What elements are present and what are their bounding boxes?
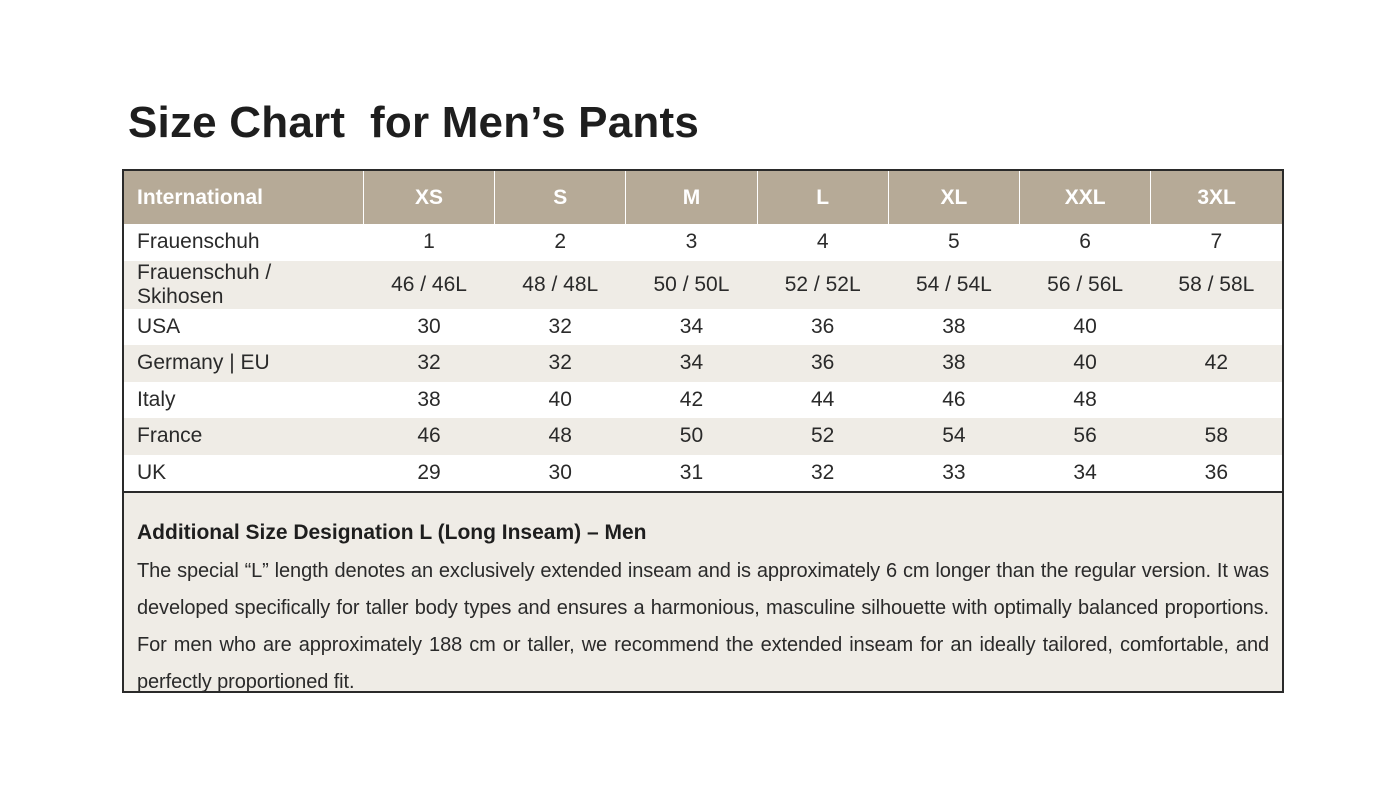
size-cell: 40 [1019, 345, 1151, 382]
table-row: USA 30 32 34 36 38 40 [124, 309, 1282, 346]
size-cell: 1 [423, 230, 435, 254]
row-label: France [124, 418, 364, 455]
size-cell: 32 [757, 454, 889, 493]
size-cell: 36 [810, 314, 835, 338]
size-cell: 5 [948, 230, 960, 254]
size-cell: 4 [816, 230, 829, 254]
size-cell: 38 [417, 387, 441, 411]
size-cell: 29 [363, 454, 495, 493]
header-cell-size: L [756, 171, 889, 224]
long-inseam-note: Additional Size Designation L (Long Inse… [124, 493, 1282, 693]
size-cell: 46 / 46L [363, 260, 495, 309]
size-cell: 30 [494, 454, 626, 493]
size-cell: 6 [1079, 230, 1091, 254]
table-row: Italy 38 40 42 44 46 48 [124, 382, 1282, 419]
size-cell: 42 [1150, 345, 1282, 382]
size-cell: 36 [757, 345, 889, 382]
header-cell-size: XXL [1018, 171, 1151, 224]
size-cell: 33 [888, 454, 1020, 493]
size-cell: 2 [554, 230, 567, 254]
table-row: Frauenschuh 1 2 3 4 5 6 7 [124, 224, 1282, 261]
header-cell-size: M [625, 171, 758, 224]
page-title: Size Chart for Men’s Pants [128, 98, 699, 147]
size-cell: 58 / 58L [1150, 260, 1282, 309]
size-cell: 38 [942, 314, 966, 338]
row-label: USA [137, 314, 181, 338]
size-cell: 54 [888, 418, 1020, 455]
row-label: Germany | EU [124, 345, 364, 382]
row-label: Frauenschuh / Skihosen [124, 260, 364, 309]
header-cell-international: International [124, 171, 364, 224]
note-heading: Additional Size Designation L (Long Inse… [137, 521, 647, 544]
size-cell: 48 [494, 418, 626, 455]
size-cell: 42 [679, 387, 704, 411]
size-cell: 34 [1019, 454, 1151, 493]
row-label: Frauenschuh [137, 230, 260, 254]
size-cell: 31 [625, 454, 758, 493]
table-row: Germany | EU 32 32 34 36 38 40 42 [124, 345, 1282, 382]
table-row: France 46 48 50 52 54 56 58 [124, 418, 1282, 455]
header-cell-size: S [494, 171, 626, 224]
size-cell: 34 [679, 314, 704, 338]
note-text: The special “L” length denotes an exclus… [137, 560, 1269, 693]
size-cell: 30 [417, 314, 441, 338]
header-cell-size: XS [362, 171, 495, 224]
size-chart: International XS S M L XL XXL 3XL Frauenschuh 1 2… [122, 169, 1284, 693]
size-cell: 50 / 50L [625, 260, 758, 309]
size-table: International XS S M L XL XXL 3XL Frauenschuh 1 2… [124, 171, 1282, 493]
size-cell: 54 / 54L [888, 260, 1020, 309]
size-cell: 32 [363, 345, 495, 382]
header-cell-size: 3XL [1150, 171, 1282, 224]
size-cell: 48 / 48L [494, 260, 626, 309]
size-cell: 44 [810, 387, 835, 411]
size-cell: 56 / 56L [1019, 260, 1151, 309]
size-cell: 46 [942, 387, 966, 411]
size-cell: 38 [888, 345, 1020, 382]
size-cell: 52 [757, 418, 889, 455]
size-cell: 32 [548, 314, 572, 338]
row-label: UK [124, 454, 364, 493]
row-label: Italy [137, 387, 176, 411]
size-cell: 56 [1019, 418, 1151, 455]
size-cell: 32 [494, 345, 626, 382]
size-cell: 58 [1150, 418, 1282, 455]
size-cell: 40 [548, 387, 572, 411]
size-cell: 3 [685, 230, 698, 254]
table-row: Frauenschuh / Skihosen 46 / 46L 48 / 48L 50… [124, 260, 1282, 309]
size-cell: 7 [1210, 230, 1223, 254]
size-cell [1151, 309, 1282, 346]
size-cell: 34 [625, 345, 758, 382]
size-cell: 36 [1150, 454, 1282, 493]
size-cell: 48 [1073, 387, 1097, 411]
size-cell: 50 [625, 418, 758, 455]
size-cell: 40 [1073, 314, 1097, 338]
size-cell: 46 [363, 418, 495, 455]
size-cell: 52 / 52L [757, 260, 889, 309]
table-body: Frauenschuh 1 2 3 4 5 6 7 Frauenschuh / Skihosen… [124, 224, 1282, 493]
size-cell [1151, 382, 1282, 419]
table-header-row: International XS S M L XL XXL 3XL [124, 171, 1282, 224]
header-cell-size: XL [887, 171, 1020, 224]
table-row: UK 29 30 31 32 33 34 36 [124, 454, 1282, 493]
